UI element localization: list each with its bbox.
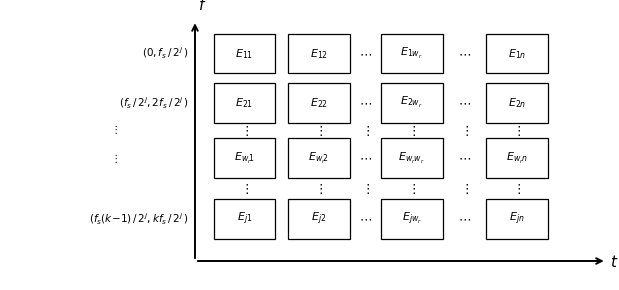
Text: $\vdots$: $\vdots$ <box>460 182 469 195</box>
FancyBboxPatch shape <box>214 139 275 177</box>
Text: $\vdots$: $\vdots$ <box>460 124 469 137</box>
Text: $E_{22}$: $E_{22}$ <box>310 96 328 110</box>
Text: $\vdots$: $\vdots$ <box>110 123 118 135</box>
Text: $\vdots$: $\vdots$ <box>513 124 521 137</box>
FancyBboxPatch shape <box>381 200 443 238</box>
FancyBboxPatch shape <box>381 139 443 177</box>
Text: $E_{1w_r}$: $E_{1w_r}$ <box>400 46 423 61</box>
Text: $\vdots$: $\vdots$ <box>240 182 249 195</box>
Text: $E_{w_r\!1}$: $E_{w_r\!1}$ <box>234 151 255 166</box>
Text: $\cdots$: $\cdots$ <box>358 152 372 164</box>
Text: $(0, f_s\,/\,2^j\,)$: $(0, f_s\,/\,2^j\,)$ <box>142 46 189 61</box>
Text: $\vdots$: $\vdots$ <box>314 182 323 195</box>
FancyBboxPatch shape <box>381 84 443 122</box>
Text: $\vdots$: $\vdots$ <box>110 152 118 164</box>
FancyBboxPatch shape <box>486 84 548 122</box>
Text: $\vdots$: $\vdots$ <box>361 124 370 137</box>
Text: $E_{21}$: $E_{21}$ <box>235 96 254 110</box>
FancyBboxPatch shape <box>381 34 443 73</box>
Text: $E_{12}$: $E_{12}$ <box>310 47 328 61</box>
Text: $\cdots$: $\cdots$ <box>457 152 471 164</box>
Text: $E_{jn}$: $E_{jn}$ <box>509 211 525 227</box>
FancyBboxPatch shape <box>288 200 350 238</box>
Text: $f$: $f$ <box>198 0 207 13</box>
Text: $\vdots$: $\vdots$ <box>407 182 416 195</box>
FancyBboxPatch shape <box>288 139 350 177</box>
FancyBboxPatch shape <box>214 34 275 73</box>
Text: $E_{jw_r}$: $E_{jw_r}$ <box>402 211 422 227</box>
FancyBboxPatch shape <box>486 139 548 177</box>
FancyBboxPatch shape <box>288 34 350 73</box>
FancyBboxPatch shape <box>486 34 548 73</box>
Text: $E_{2n}$: $E_{2n}$ <box>508 96 526 110</box>
Text: $\cdots$: $\cdots$ <box>358 47 372 60</box>
Text: $E_{j2}$: $E_{j2}$ <box>311 211 326 227</box>
Text: $E_{2w_r}$: $E_{2w_r}$ <box>400 95 423 110</box>
Text: $\cdots$: $\cdots$ <box>457 213 471 225</box>
Text: $t$: $t$ <box>610 254 618 271</box>
FancyBboxPatch shape <box>486 200 548 238</box>
Text: $\cdots$: $\cdots$ <box>457 47 471 60</box>
Text: $E_{w_r w_r}$: $E_{w_r w_r}$ <box>398 151 425 166</box>
Text: $E_{j1}$: $E_{j1}$ <box>237 211 252 227</box>
Text: $(f_s\,/\,2^j, 2f_s\,/\,2^j\,)$: $(f_s\,/\,2^j, 2f_s\,/\,2^j\,)$ <box>119 95 189 111</box>
Text: $\vdots$: $\vdots$ <box>314 124 323 137</box>
Text: $E_{w_r n}$: $E_{w_r n}$ <box>506 151 528 166</box>
Text: $(f_s(k\!-\!1)\,/\,2^j, kf_s\,/\,2^j\,)$: $(f_s(k\!-\!1)\,/\,2^j, kf_s\,/\,2^j\,)$ <box>89 211 189 227</box>
Text: $E_{w_r\!2}$: $E_{w_r\!2}$ <box>308 151 329 166</box>
Text: $E_{1n}$: $E_{1n}$ <box>508 47 526 61</box>
Text: $\vdots$: $\vdots$ <box>361 182 370 195</box>
FancyBboxPatch shape <box>214 84 275 122</box>
Text: $\cdots$: $\cdots$ <box>358 97 372 109</box>
FancyBboxPatch shape <box>288 84 350 122</box>
Text: $\cdots$: $\cdots$ <box>457 97 471 109</box>
Text: $\vdots$: $\vdots$ <box>240 124 249 137</box>
Text: $E_{11}$: $E_{11}$ <box>235 47 254 61</box>
FancyBboxPatch shape <box>214 200 275 238</box>
Text: $\vdots$: $\vdots$ <box>513 182 521 195</box>
Text: $\cdots$: $\cdots$ <box>358 213 372 225</box>
Text: $\vdots$: $\vdots$ <box>407 124 416 137</box>
